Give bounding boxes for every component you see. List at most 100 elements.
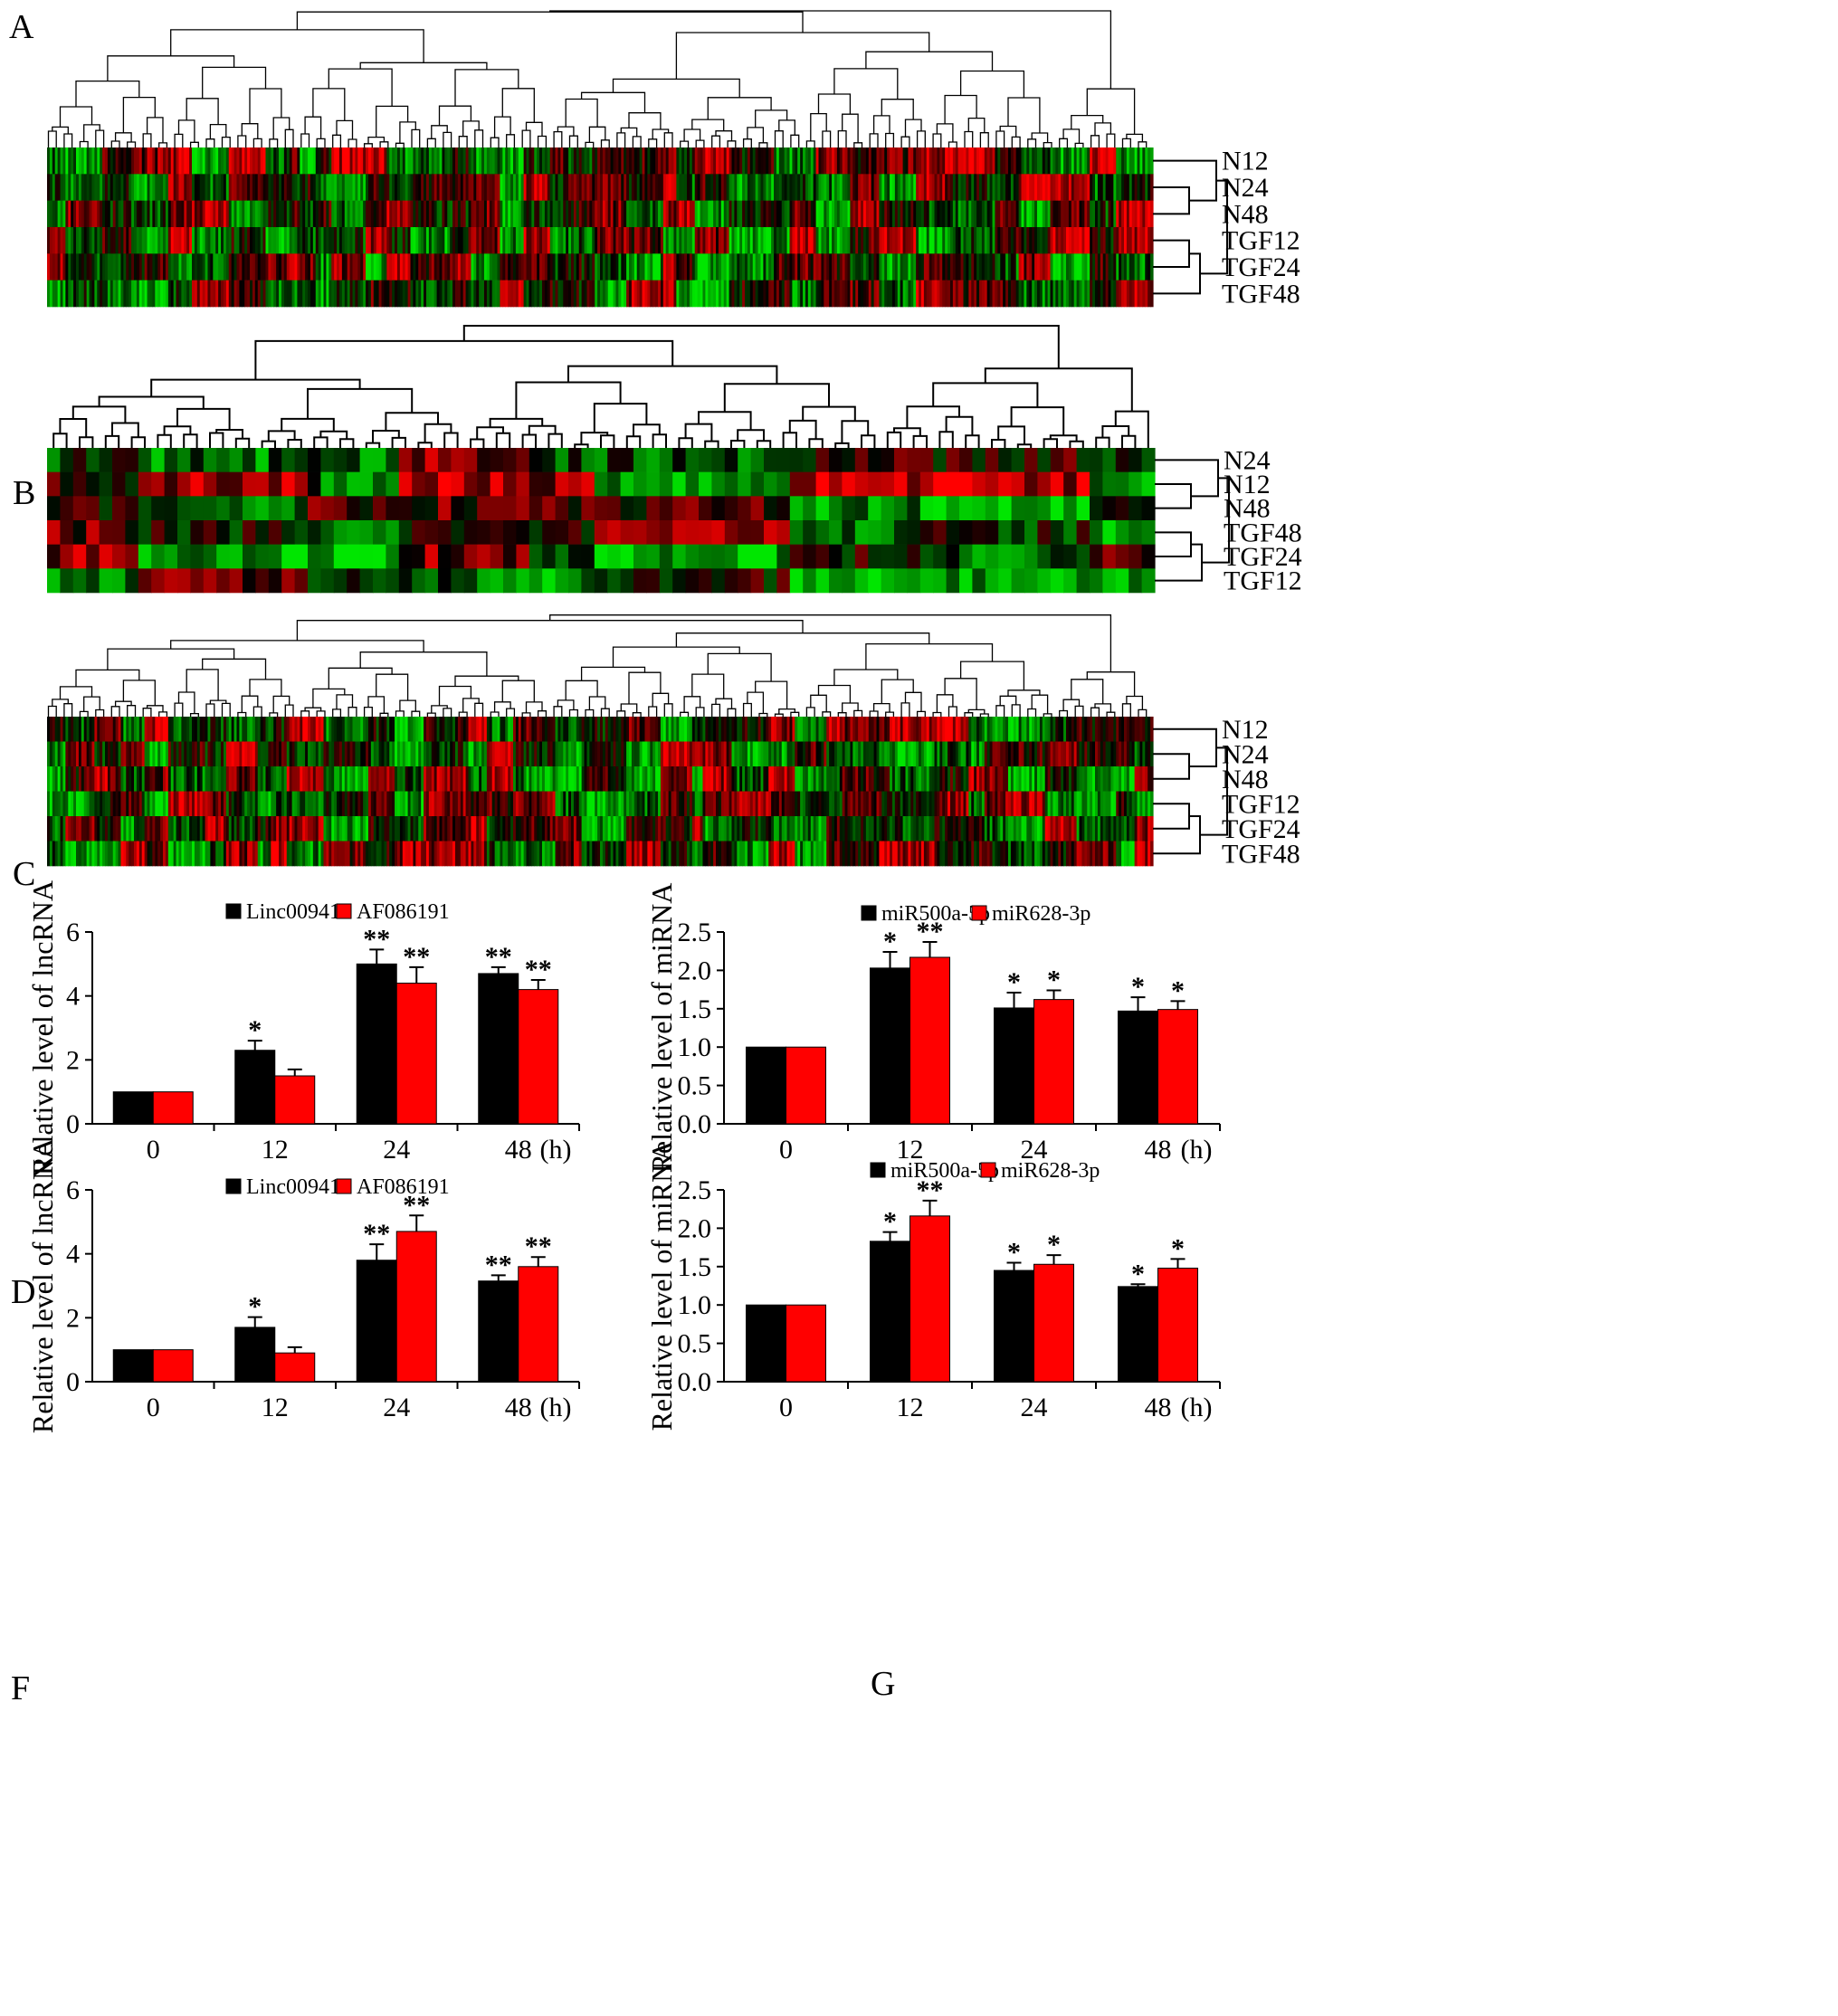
heatmap-cell (102, 227, 106, 254)
heatmap-cell (508, 741, 511, 767)
heatmap-cell (1094, 147, 1099, 175)
heatmap-cell (186, 816, 190, 842)
heatmap-cell (447, 816, 451, 842)
heatmap-cell (250, 147, 253, 175)
heatmap-cell (792, 174, 795, 201)
heatmap-cell (757, 280, 762, 308)
heatmap-cell (600, 741, 604, 767)
heatmap-cell (428, 841, 433, 867)
heatmap-cell (566, 717, 569, 742)
heatmap-cell (1076, 544, 1090, 569)
heatmap-cell (1018, 200, 1023, 228)
heatmap-cell (236, 816, 240, 842)
heatmap-cell (223, 227, 227, 254)
heatmap-cell (879, 200, 882, 228)
heatmap-cell (1061, 227, 1064, 254)
heatmap-cell (494, 253, 499, 281)
heatmap-cell (52, 841, 56, 867)
heatmap-cell (347, 448, 361, 472)
heatmap-cell (486, 841, 490, 867)
heatmap-cell (471, 766, 474, 792)
heatmap-cell (1010, 253, 1014, 281)
heatmap-cell (881, 520, 895, 545)
heatmap-cell (126, 816, 129, 842)
heatmap-cell (349, 717, 354, 742)
heatmap-cell (647, 253, 651, 281)
heatmap-cell (357, 816, 361, 842)
row-dendrogram (1153, 159, 1228, 295)
heatmap-cell (710, 841, 714, 867)
heatmap-cell (600, 766, 604, 792)
heatmap-cell (647, 791, 651, 817)
heatmap-cell (157, 253, 161, 281)
heatmap-cell (184, 766, 187, 792)
heatmap-cell (147, 816, 151, 842)
heatmap-cell (1090, 496, 1103, 521)
heatmap-cell (510, 253, 514, 281)
heatmap-cell (978, 253, 983, 281)
heatmap-cell (355, 253, 358, 281)
heatmap-cell (708, 147, 711, 175)
heatmap-cell (597, 200, 601, 228)
heatmap-cell (1102, 227, 1107, 254)
heatmap-cell (752, 147, 757, 175)
heatmap-cell (597, 227, 601, 254)
heatmap-cell (300, 227, 303, 254)
heatmap-cell (1036, 174, 1041, 201)
heatmap-cell (147, 717, 151, 742)
heatmap-cell (749, 280, 754, 308)
heatmap-cell (520, 841, 525, 867)
heatmap-cell (650, 816, 653, 842)
heatmap-cell (916, 200, 919, 228)
heatmap-cell (1065, 280, 1070, 308)
heatmap-cell (1076, 448, 1090, 472)
heatmap-cell (465, 147, 470, 175)
heatmap-cell (231, 227, 235, 254)
heatmap-cell (107, 227, 111, 254)
heatmap-cell (170, 741, 175, 767)
heatmap-cell (477, 496, 491, 521)
heatmap-cell (1092, 227, 1096, 254)
heatmap-cell (1036, 200, 1041, 228)
heatmap-cell (341, 147, 346, 175)
heatmap-cell (865, 147, 870, 175)
heatmap-cell (78, 741, 82, 767)
heatmap-cell (460, 741, 464, 767)
heatmap-cell (584, 174, 588, 201)
heatmap-cell (1108, 147, 1112, 175)
heatmap-cell (194, 280, 198, 308)
heatmap-cell (320, 200, 325, 228)
heatmap-cell (673, 841, 677, 867)
heatmap-cell (518, 227, 522, 254)
heatmap-cell (592, 741, 595, 767)
heatmap-cell (376, 253, 380, 281)
heatmap-cell (505, 280, 509, 308)
heatmap-cell (460, 280, 464, 308)
heatmap-cell (549, 816, 554, 842)
heatmap-cell (687, 816, 690, 842)
heatmap-cell (1071, 253, 1075, 281)
heatmap-cell (939, 147, 943, 175)
heatmap-cell (255, 544, 270, 569)
heatmap-cell (584, 766, 588, 792)
heatmap-cell (734, 227, 738, 254)
heatmap-cell (410, 280, 414, 308)
heatmap-cell (1129, 174, 1133, 201)
heatmap-cell (76, 280, 80, 308)
heatmap-cell (803, 471, 817, 497)
heatmap-cell (260, 174, 264, 201)
heatmap-cell (178, 147, 182, 175)
heatmap-cell (658, 174, 662, 201)
heatmap-cell (481, 766, 485, 792)
heatmap-cell (529, 227, 532, 254)
heatmap-cell (510, 841, 514, 867)
heatmap-cell (512, 227, 517, 254)
heatmap-cell (357, 174, 361, 201)
heatmap-cell (186, 227, 190, 254)
heatmap-cell (832, 280, 835, 308)
heatmap-cell (273, 280, 277, 308)
heatmap-cell (1134, 200, 1138, 228)
heatmap-cell (54, 717, 59, 742)
heatmap-cell (665, 253, 670, 281)
heatmap-cell (573, 253, 577, 281)
